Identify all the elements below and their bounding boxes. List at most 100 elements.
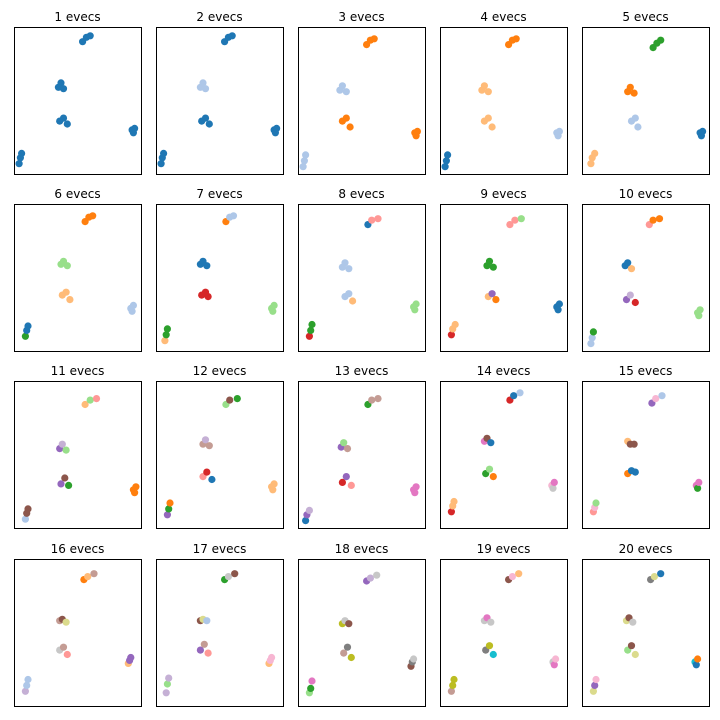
subplot: 8 evecs (298, 187, 426, 352)
scatter-point (516, 389, 524, 397)
subplot: 6 evecs (14, 187, 142, 352)
scatter-point (589, 328, 598, 336)
scatter-point (550, 478, 558, 486)
scatter-point (346, 123, 354, 131)
scatter-point (90, 570, 98, 578)
scatter-point (63, 120, 71, 128)
subplot: 12 evecs (156, 364, 284, 529)
scatter-point (228, 32, 236, 40)
subplot: 7 evecs (156, 187, 284, 352)
scatter-point (92, 395, 101, 403)
scatter-point (300, 157, 308, 165)
scatter-point (370, 35, 378, 43)
scatter-point (694, 655, 702, 663)
scatter-point (484, 88, 492, 96)
axes-frame (440, 204, 568, 352)
scatter-point (627, 265, 636, 273)
scatter-point (626, 291, 634, 299)
scatter-point (652, 395, 660, 403)
scatter-point (24, 675, 32, 684)
subplot-title: 4 evecs (480, 10, 526, 24)
scatter-point (201, 85, 210, 93)
scatter-point (511, 216, 519, 224)
scatter-point (65, 481, 73, 489)
scatter-point (302, 151, 310, 159)
axes-frame (298, 381, 426, 529)
scatter-point (204, 649, 212, 657)
scatter-point (162, 331, 170, 339)
scatter-point (480, 82, 488, 90)
scatter-point (695, 312, 703, 320)
scatter-point (302, 517, 310, 525)
scatter-point (449, 681, 457, 690)
scatter-point (81, 400, 89, 409)
scatter-point (658, 392, 666, 400)
scatter-point (411, 489, 419, 497)
scatter-point (338, 82, 346, 90)
subplot-title: 19 evecs (477, 542, 531, 556)
subplot: 5 evecs (582, 10, 710, 175)
axes-frame (156, 381, 284, 529)
scatter-point (305, 332, 313, 340)
scatter-point (59, 643, 68, 651)
scatter-point (131, 489, 139, 497)
axes-frame (582, 559, 710, 707)
scatter-point (630, 440, 638, 448)
scatter-point (592, 675, 600, 684)
subplot-title: 10 evecs (619, 187, 673, 201)
scatter-point (59, 85, 68, 93)
scatter-point (692, 661, 700, 669)
subplot: 13 evecs (298, 364, 426, 529)
scatter-point (442, 157, 450, 165)
subplot-title: 15 evecs (619, 364, 673, 378)
scatter-point (61, 474, 69, 482)
subplot: 9 evecs (440, 187, 568, 352)
scatter-point (200, 640, 208, 648)
scatter-point (62, 618, 70, 626)
scatter-point (552, 655, 560, 663)
scatter-point (488, 290, 496, 298)
scatter-point (508, 573, 516, 581)
subplot-title: 5 evecs (622, 10, 668, 24)
scatter-point (451, 320, 459, 329)
subplot: 1 evecs (14, 10, 142, 175)
scatter-point (550, 661, 558, 669)
scatter-point (340, 649, 348, 657)
subplot-title: 2 evecs (196, 10, 242, 24)
scatter-point (24, 505, 32, 513)
scatter-point (345, 620, 353, 628)
scatter-point (163, 680, 171, 688)
scatter-point (694, 484, 702, 492)
subplot-title: 3 evecs (338, 10, 384, 24)
scatter-point (517, 215, 525, 223)
scatter-point (62, 446, 70, 454)
scatter-point (441, 163, 449, 171)
scatter-point (231, 570, 239, 578)
scatter-point (208, 475, 216, 484)
scatter-point (58, 440, 66, 448)
scatter-point (157, 160, 165, 168)
scatter-point (413, 127, 421, 135)
scatter-point (229, 212, 238, 220)
axes-frame (582, 27, 710, 175)
scatter-point (624, 259, 632, 267)
subplot-title: 1 evecs (54, 10, 100, 24)
scatter-point (84, 573, 92, 581)
subplot-title: 7 evecs (196, 187, 242, 201)
scatter-point (201, 436, 210, 444)
scatter-point (447, 508, 455, 516)
subplot-title: 13 evecs (335, 364, 389, 378)
scatter-point (57, 79, 65, 87)
scatter-point (21, 687, 29, 695)
scatter-point (23, 681, 31, 690)
scatter-point (412, 300, 420, 308)
scatter-point (196, 646, 204, 654)
subplot-title: 14 evecs (477, 364, 531, 378)
scatter-point (338, 478, 346, 486)
scatter-point (161, 337, 169, 345)
scatter-point (492, 296, 500, 304)
scatter-point (450, 497, 458, 506)
scatter-point (203, 262, 211, 270)
axes-frame (14, 381, 142, 529)
